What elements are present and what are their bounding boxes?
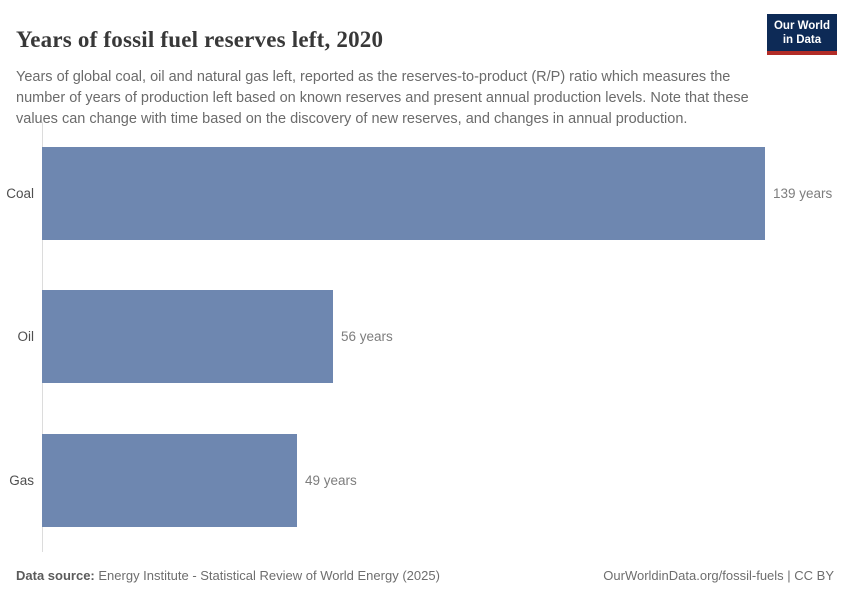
bar-oil[interactable] xyxy=(42,290,333,384)
category-label: Oil xyxy=(17,329,35,345)
bar-row: Coal 139 years xyxy=(0,122,850,265)
value-label: 139 years xyxy=(773,186,833,202)
chart-subtitle: Years of global coal, oil and natural ga… xyxy=(16,68,749,127)
category-label: Gas xyxy=(9,472,34,488)
data-source-text: Energy Institute - Statistical Review of… xyxy=(98,568,440,583)
owid-logo[interactable]: Our World in Data xyxy=(766,14,837,55)
bar-coal[interactable] xyxy=(42,147,765,241)
attribution-text: OurWorldinData.org/fossil-fuels | CC BY xyxy=(603,568,834,583)
bar-row: Oil 56 years xyxy=(0,265,850,408)
chart-rows: Coal 139 years Oil 56 years Gas 49 years xyxy=(0,122,850,552)
data-source-note: Data source: Energy Institute - Statisti… xyxy=(16,568,440,583)
data-source-label: Data source: xyxy=(16,568,95,583)
value-label: 49 years xyxy=(305,472,357,488)
category-label: Coal xyxy=(6,186,34,202)
bar-gas[interactable] xyxy=(42,433,297,527)
owid-logo-line2: in Data xyxy=(782,34,822,46)
chart-footer: Data source: Energy Institute - Statisti… xyxy=(16,568,834,583)
value-label: 56 years xyxy=(341,329,393,345)
bar-chart: Coal 139 years Oil 56 years Gas 49 years xyxy=(0,122,850,552)
owid-logo-line1: Our World xyxy=(773,20,830,32)
bar-row: Gas 49 years xyxy=(0,409,850,552)
page-title: Years of fossil fuel reserves left, 2020 xyxy=(16,27,384,53)
